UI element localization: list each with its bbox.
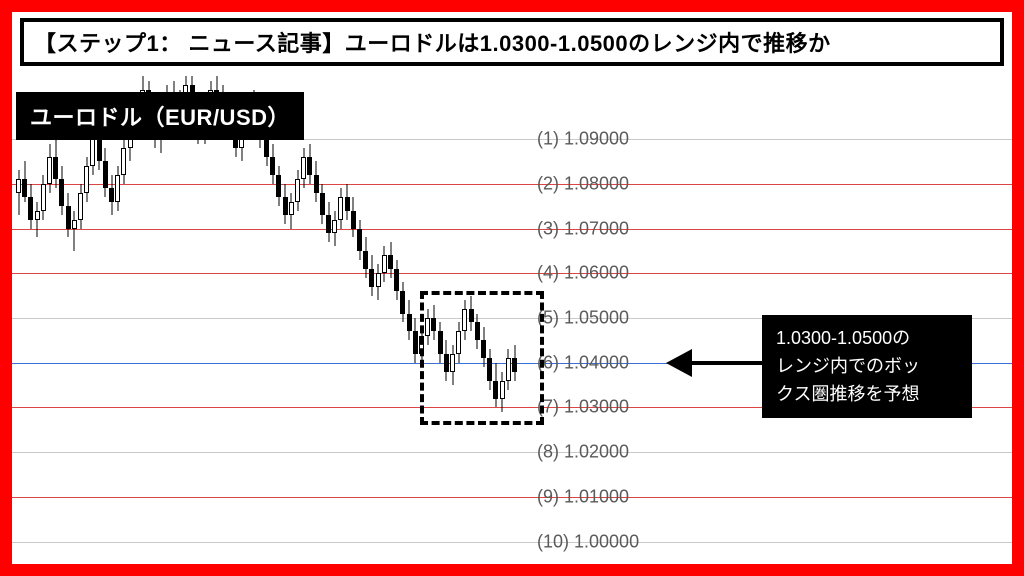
chart-area: (1) 1.09000(2) 1.08000(3) 1.07000(4) 1.0…	[12, 72, 1012, 564]
callout-box: 1.0300-1.0500のレンジ内でのボックス圏推移を予想	[762, 315, 972, 419]
callout-line: 1.0300-1.0500の	[776, 325, 958, 353]
step-title: 【ステップ1： ニュース記事】ユーロドルは1.0300-1.0500のレンジ内で…	[20, 18, 1004, 66]
callout-line: レンジ内でのボッ	[776, 353, 958, 381]
outer-frame: 【ステップ1： ニュース記事】ユーロドルは1.0300-1.0500のレンジ内で…	[0, 0, 1024, 576]
callout-arrow-icon	[666, 349, 692, 377]
range-highlight-box	[420, 291, 544, 425]
callout-connector	[692, 361, 762, 365]
pair-badge: ユーロドル（EUR/USD）	[16, 92, 304, 140]
overlay-layer: ユーロドル（EUR/USD） 1.0300-1.0500のレンジ内でのボックス圏…	[12, 72, 1012, 564]
callout-line: クス圏推移を予想	[776, 381, 958, 409]
